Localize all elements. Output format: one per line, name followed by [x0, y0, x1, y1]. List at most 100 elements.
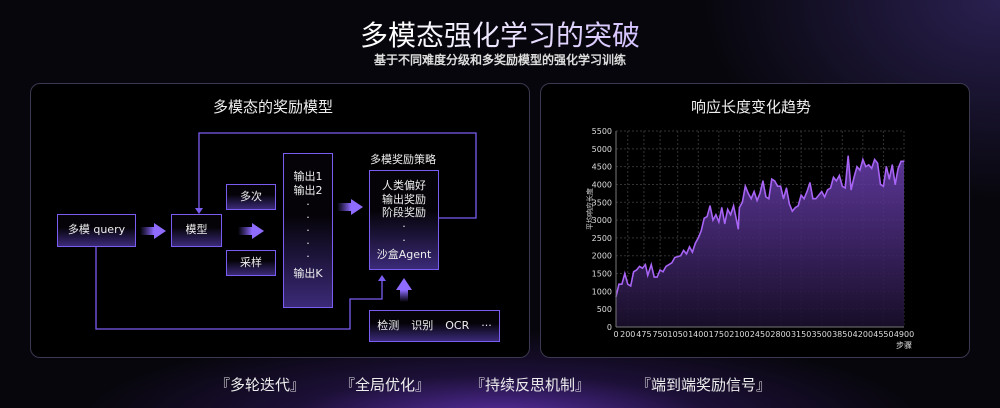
data-point	[674, 256, 676, 259]
data-point	[706, 215, 708, 218]
y-tick-label: 4000	[592, 180, 612, 189]
data-point	[727, 208, 729, 210]
data-point	[730, 214, 732, 216]
x-tick-label: 0	[613, 330, 618, 339]
x-tick-label: 2800	[770, 330, 790, 339]
data-point	[756, 199, 758, 202]
data-point	[665, 265, 667, 268]
data-point	[659, 269, 661, 271]
data-point	[624, 272, 626, 275]
x-tick-label: 1750	[709, 330, 729, 339]
data-point	[897, 167, 899, 170]
data-point	[859, 169, 861, 171]
up-arrow-icon	[396, 278, 412, 302]
data-point	[782, 198, 785, 200]
data-point	[721, 207, 723, 209]
data-point	[832, 176, 835, 178]
data-point	[868, 164, 870, 166]
tool-item: 检测	[377, 318, 400, 332]
data-point	[712, 219, 714, 221]
data-point	[618, 283, 620, 285]
right-arrow-icon	[140, 223, 166, 239]
data-point	[894, 183, 896, 186]
data-point	[638, 265, 641, 268]
data-point	[682, 249, 685, 251]
x-tick-label: 3150	[791, 330, 811, 339]
policy-item: 沙盒Agent	[376, 247, 432, 261]
data-point	[765, 196, 767, 198]
x-tick-label: 475	[636, 330, 651, 339]
ellipsis: ·	[306, 210, 310, 224]
arrow-head-icon	[378, 275, 386, 281]
data-point	[762, 180, 764, 182]
data-point	[685, 253, 688, 255]
output-item: 输出2	[293, 183, 323, 197]
tool-item: 识别	[411, 318, 434, 332]
data-point	[662, 271, 664, 273]
x-axis-label: 步骤	[896, 341, 912, 350]
data-point	[627, 283, 629, 285]
output-item: 输出K	[293, 266, 323, 280]
data-point	[777, 185, 779, 187]
data-point	[791, 210, 793, 212]
policy-box: 人类偏好 输出奖励 阶段奖励 · · 沙盒Agent	[369, 170, 439, 270]
footer-tag: 『端到端奖励信号』	[636, 376, 772, 394]
data-point	[744, 185, 746, 187]
data-point	[874, 158, 876, 161]
data-point	[738, 207, 741, 209]
data-point	[812, 198, 814, 200]
data-point	[732, 205, 735, 207]
data-point	[826, 189, 829, 191]
data-point	[737, 228, 739, 230]
x-tick-label: 2100	[729, 330, 749, 339]
data-point	[650, 264, 652, 266]
x-tick-label: 4550	[873, 330, 893, 339]
data-point	[865, 166, 867, 168]
tools-box: 检测 识别 OCR ···	[369, 310, 500, 342]
data-point	[885, 166, 887, 168]
data-point	[882, 185, 885, 187]
data-point	[815, 198, 817, 200]
panel-title: 响应长度变化趋势	[691, 98, 812, 116]
ellipsis: ·	[306, 236, 310, 250]
data-point	[903, 160, 905, 162]
data-point	[794, 207, 796, 209]
tool-item: ···	[481, 318, 492, 332]
query-line	[95, 247, 383, 330]
data-point	[871, 167, 873, 170]
policy-item: 阶段奖励	[382, 206, 426, 220]
y-tick-label: 3000	[592, 216, 612, 225]
data-point	[718, 221, 720, 223]
ellipsis: ·	[402, 233, 406, 247]
data-point	[621, 283, 623, 285]
data-point	[647, 274, 649, 276]
y-tick-label: 2500	[592, 234, 612, 243]
y-tick-label: 1000	[592, 287, 612, 296]
y-tick-label: 5500	[592, 127, 612, 136]
panel-title: 多模态的奖励模型	[213, 98, 334, 116]
data-point	[653, 276, 655, 278]
data-point	[700, 230, 702, 232]
ellipsis: ·	[306, 249, 310, 263]
data-point	[709, 205, 711, 207]
data-point	[735, 219, 738, 221]
ellipsis: ·	[306, 197, 310, 211]
data-point	[691, 251, 694, 253]
ellipsis: ·	[306, 223, 310, 237]
tool-item: OCR	[445, 318, 470, 332]
data-point	[641, 267, 644, 269]
arrow-head-icon	[195, 208, 203, 214]
data-point	[797, 205, 799, 207]
policy-item: 输出奖励	[382, 192, 426, 206]
data-point	[850, 189, 852, 191]
data-point	[774, 180, 776, 182]
x-tick-label: 200	[620, 330, 635, 339]
data-point	[635, 269, 638, 271]
x-tick-label: 4900	[894, 330, 914, 339]
data-point	[694, 242, 696, 244]
area-fill	[616, 155, 904, 327]
data-point	[741, 201, 743, 203]
data-point	[680, 255, 682, 257]
ellipsis: ·	[402, 220, 406, 233]
